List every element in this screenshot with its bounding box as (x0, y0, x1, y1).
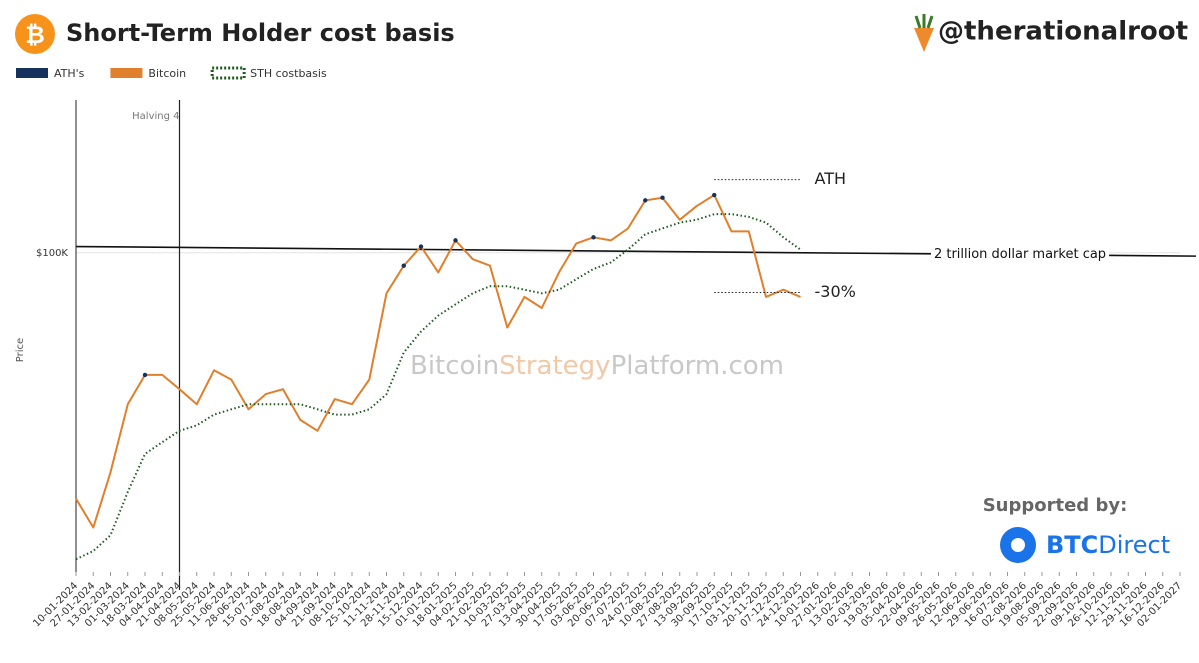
handle: @therationalroot (938, 17, 1188, 47)
price-line (75, 194, 801, 529)
btcdirect-logo (1000, 527, 1036, 563)
btc-logo (15, 14, 55, 54)
carrot-icon (914, 14, 934, 52)
annotation-label: ATH (815, 169, 847, 188)
annotation-label: -30% (815, 282, 856, 301)
legend-swatch (110, 68, 143, 78)
sth-line (75, 213, 802, 561)
ath-point (142, 372, 148, 378)
ath-point (712, 192, 717, 198)
btc-logo-glyph: ₿ (25, 21, 45, 49)
watermark: BitcoinStrategyPlatform.com (410, 351, 784, 381)
legend-label: STH costbasis (250, 67, 327, 80)
legend-swatch (16, 68, 48, 78)
sponsor-name: BTCDirect (1046, 531, 1170, 559)
ath-point (453, 238, 458, 243)
watermark-part: Bitcoin (410, 351, 499, 381)
sponsor-part: Direct (1098, 531, 1170, 559)
ath-point (418, 244, 424, 249)
y-tick-label: $100K (36, 248, 68, 259)
ath-point (660, 195, 665, 200)
ath-point (643, 198, 648, 203)
legend-label: ATH's (54, 67, 85, 80)
watermark-part: Strategy (499, 351, 610, 381)
sponsor-label: Supported by: (983, 495, 1128, 516)
market-cap-label: 2 trillion dollar market cap (934, 247, 1106, 262)
y-axis-label: Price (15, 338, 26, 362)
chart-title: Short-Term Holder cost basis (66, 19, 455, 47)
market-cap-label-bg (930, 247, 1110, 263)
legend-label: Bitcoin (148, 67, 186, 80)
legend-swatch (210, 66, 246, 80)
ath-point (591, 235, 596, 240)
halving-label: Halving 4 (132, 111, 179, 122)
watermark-part: Platform.com (611, 351, 784, 381)
ath-point (401, 263, 406, 268)
sponsor-part: BTC (1046, 531, 1098, 559)
